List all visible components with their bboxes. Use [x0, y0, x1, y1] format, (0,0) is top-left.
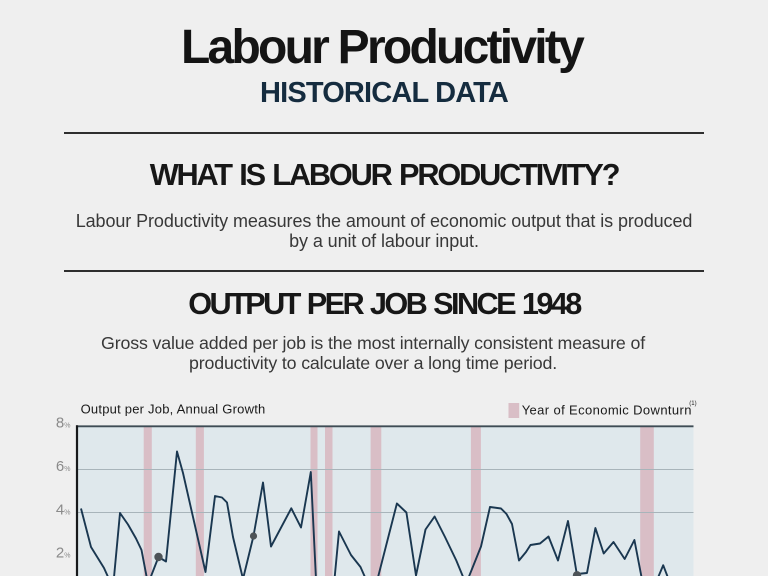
svg-text:4%: 4%: [56, 501, 71, 518]
svg-text:8%: 8%: [56, 415, 71, 432]
svg-text:(1): (1): [689, 401, 696, 407]
svg-text:2%: 2%: [56, 545, 71, 562]
svg-text:Year of Economic Downturn: Year of Economic Downturn: [522, 403, 692, 418]
svg-text:Output per Job, Annual Growth: Output per Job, Annual Growth: [81, 402, 266, 417]
svg-text:6%: 6%: [56, 458, 71, 475]
